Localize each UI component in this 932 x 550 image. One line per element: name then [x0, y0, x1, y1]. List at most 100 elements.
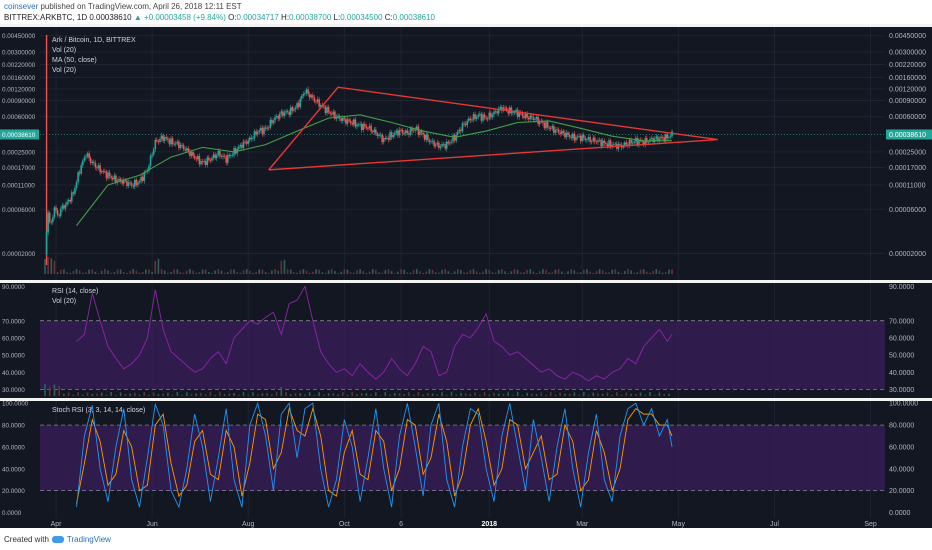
candle-body	[389, 132, 391, 140]
candle-body	[409, 128, 412, 135]
candle-body	[631, 142, 634, 144]
candle-body	[242, 141, 245, 148]
rsi-volume-bar	[115, 394, 117, 396]
stoch-axis-label-left: 80.0000	[2, 423, 25, 430]
stoch-legend-item: Stoch RSI (3, 3, 14, 14, close)	[52, 407, 145, 414]
candle-body	[419, 131, 421, 135]
candle-body	[82, 160, 84, 166]
rsi-volume-bar	[294, 393, 297, 396]
volume-bar	[245, 269, 248, 274]
rsi-volume-bar	[554, 394, 557, 396]
high-value: 0.00038700	[289, 13, 332, 22]
candle-body	[408, 133, 410, 135]
candle-body	[393, 133, 396, 135]
candle-body	[642, 141, 645, 145]
candle-body	[315, 101, 317, 103]
candle-body	[471, 119, 473, 121]
volume-bar	[406, 272, 409, 274]
volume-bar	[189, 269, 191, 274]
volume-bar	[516, 270, 519, 274]
candle-body	[524, 113, 527, 118]
candle-body	[326, 107, 328, 114]
volume-bar	[283, 259, 286, 274]
volume-bar	[479, 272, 481, 274]
volume-bar	[176, 269, 179, 274]
candle-body	[118, 178, 120, 181]
candle-body	[230, 155, 232, 157]
candle-body	[475, 116, 478, 119]
candle-body	[406, 130, 409, 134]
candle-body	[379, 134, 382, 136]
candle-body	[115, 175, 117, 183]
author-name[interactable]: coinsever	[4, 2, 39, 11]
candle-body	[330, 113, 333, 115]
candle-body	[567, 132, 569, 135]
candle-body	[373, 129, 376, 133]
rsi-volume-bar	[82, 394, 84, 396]
volume-bar	[258, 269, 261, 274]
rsi-volume-bar	[275, 392, 278, 396]
candle-body	[612, 144, 615, 146]
candle-body	[636, 137, 639, 146]
volume-bar	[56, 272, 59, 274]
candle-body	[237, 146, 240, 150]
volume-bar	[302, 269, 305, 274]
volume-bar	[59, 269, 62, 274]
rsi-volume-bar	[337, 394, 339, 396]
candle-body	[565, 132, 568, 138]
tradingview-link[interactable]: TradingView	[66, 535, 111, 544]
candle-body	[61, 205, 64, 209]
candle-body	[97, 165, 100, 169]
candle-body	[531, 115, 533, 118]
candle-body	[549, 128, 552, 130]
rsi-volume-bar	[512, 394, 514, 396]
volume-bar	[192, 270, 194, 274]
stoch-band	[40, 425, 885, 491]
rsi-axis-label-right: 60.0000	[889, 335, 914, 342]
candle-body	[244, 141, 246, 143]
candle-body	[532, 117, 535, 120]
rsi-volume-bar	[583, 392, 585, 396]
volume-bar	[359, 269, 361, 274]
candle-body	[472, 114, 475, 120]
rsi-volume-bar	[630, 393, 632, 396]
candle-body	[127, 182, 130, 186]
candle-body	[523, 115, 525, 118]
rsi-volume-bar	[308, 392, 311, 396]
price-legend-item: Vol (20)	[52, 47, 76, 54]
price-axis-label-left: 0.00160000	[2, 75, 36, 82]
price-axis-label-left: 0.00090000	[2, 98, 36, 105]
volume-bar	[403, 269, 406, 274]
candle-body	[537, 116, 539, 125]
volume-bar	[387, 269, 390, 274]
volume-bar	[453, 271, 456, 274]
volume-bar	[261, 269, 264, 274]
rsi-volume-bar	[469, 394, 472, 396]
candle-body	[666, 134, 669, 139]
volume-bar	[510, 271, 513, 274]
candle-body	[376, 133, 379, 136]
volume-bar	[208, 272, 210, 274]
volume-bar	[551, 272, 554, 274]
volume-bar	[422, 272, 424, 274]
rsi-volume-bar	[356, 394, 358, 396]
candle-body	[66, 201, 68, 205]
rsi-volume-bar	[185, 392, 188, 396]
rsi-volume-bar	[616, 392, 618, 396]
volume-bar	[220, 270, 223, 274]
volume-bar	[416, 269, 418, 274]
price-axis-label-right: 0.00038610	[889, 132, 926, 139]
rsi-volume-bar	[464, 393, 467, 396]
last-price: 0.00038610	[89, 13, 132, 22]
volume-bar	[371, 269, 374, 274]
volume-bar	[138, 272, 141, 274]
candle-body	[323, 105, 325, 107]
volume-bar	[230, 269, 232, 274]
volume-bar	[419, 271, 421, 274]
volume-bar	[126, 272, 128, 274]
candle-body	[310, 95, 313, 98]
volume-bar	[456, 269, 459, 274]
candle-body	[491, 114, 494, 118]
trading-chart[interactable]: Apr Jun Aug Oct 6 2018 Mar May Jul Sep 0.00002000 0…	[0, 24, 932, 528]
rsi-volume-bar	[280, 386, 283, 396]
